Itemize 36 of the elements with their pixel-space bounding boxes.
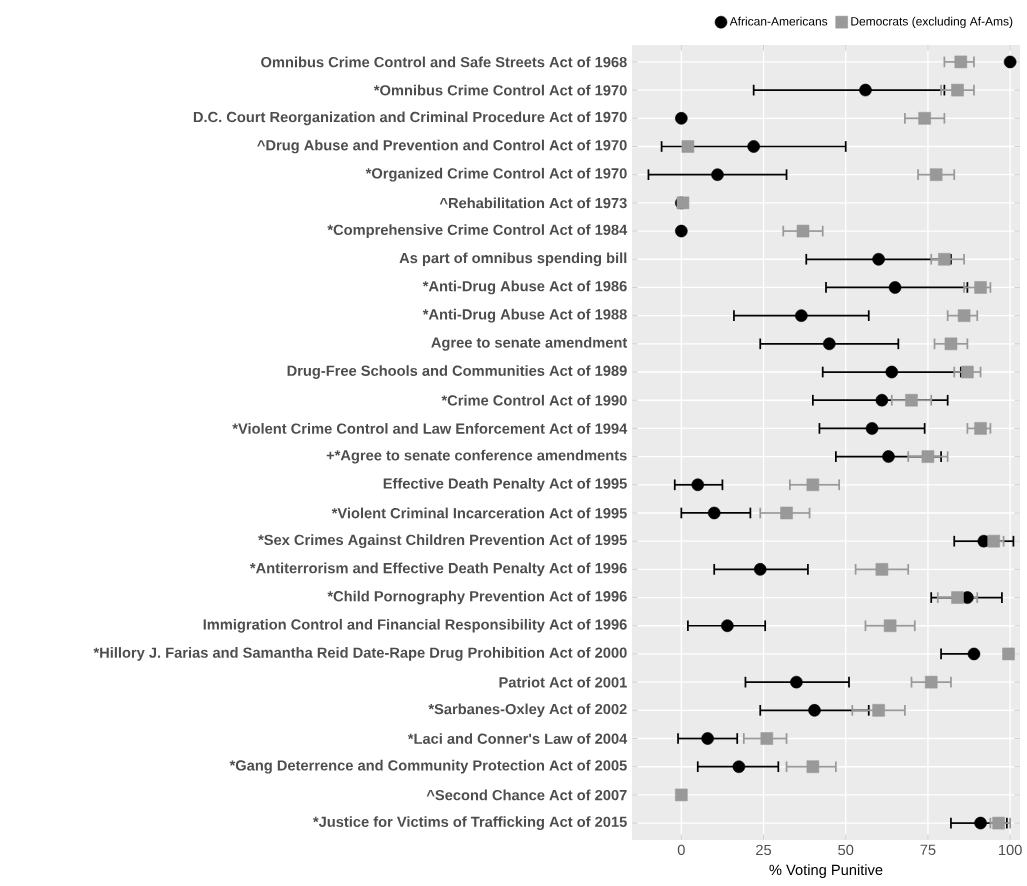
y-tick-label: *Violent Criminal Incarceration Act of 1995: [331, 507, 627, 519]
y-tick-label: *Antiterrorism and Effective Death Penalty Act of 1996: [249, 562, 627, 577]
legend-label: Democrats (excluding Af-Ams): [851, 16, 1013, 28]
y-tick-label: *Sarbanes-Oxley Act of 2002: [428, 703, 627, 718]
y-tick-label: *Anti-Drug Abuse Act of 1988: [422, 308, 627, 323]
x-tick-label: 50: [838, 844, 854, 856]
y-tick-label: *Hillory J. Farias and Samantha Reid Date-Rape Drug Prohibition Act of 2000: [93, 647, 627, 661]
y-tick-label: *Justice for Victims of Trafficking Act of 2015: [312, 816, 627, 830]
y-tick-label: *Anti-Drug Abuse Act of 1986: [422, 280, 627, 295]
y-tick-label: Immigration Control and Financial Responsibility Act of 1996: [203, 618, 627, 633]
y-tick-label: As part of omnibus spending bill: [399, 252, 627, 267]
y-tick-label: *Comprehensive Crime Control Act of 1984: [327, 224, 628, 238]
y-tick-label: *Gang Deterrence and Community Protection Act of 2005: [229, 759, 627, 774]
y-tick-label: D.C. Court Reorganization and Criminal Procedure Act of 1970: [193, 111, 627, 126]
y-tick-label: *Crime Control Act of 1990: [441, 394, 627, 406]
x-axis-title: % Voting Punitive: [769, 864, 883, 878]
x-tick-label: 0: [677, 844, 685, 856]
y-tick-label: *Organized Crime Control Act of 1970: [365, 167, 627, 182]
x-tick-label: 100: [999, 844, 1022, 856]
y-tick-label: Omnibus Crime Control and Safe Streets Act of 1968: [261, 56, 627, 68]
y-tick-label: Agree to senate amendment: [431, 336, 628, 351]
y-tick-label: +*Agree to senate conference amendments: [326, 449, 627, 464]
y-tick-label: *Laci and Conner's Law of 2004: [407, 733, 628, 744]
x-tick-label: 75: [920, 844, 936, 855]
y-tick-label: Drug-Free Schools and Communities Act of 1989: [287, 365, 627, 379]
x-tick-label: 25: [756, 844, 772, 856]
legend-label: African-Americans: [729, 16, 828, 26]
y-tick-label: ^Rehabilitation Act of 1973: [439, 197, 627, 209]
y-tick-label: *Child Pornography Prevention Act of 1996: [327, 590, 627, 605]
y-tick-label: Effective Death Penalty Act of 1995: [383, 477, 627, 492]
y-tick-label: ^Drug Abuse and Prevention and Control Act of 1970: [257, 139, 627, 154]
y-tick-label: *Omnibus Crime Control Act of 1970: [373, 84, 627, 96]
y-tick-label: ^Second Chance Act of 2007: [426, 789, 627, 801]
y-tick-label: Patriot Act of 2001: [499, 676, 627, 688]
y-tick-label: *Sex Crimes Against Children Prevention Act of 1995: [258, 534, 627, 549]
y-tick-label: *Violent Crime Control and Law Enforcement Act of 1994: [232, 423, 628, 434]
